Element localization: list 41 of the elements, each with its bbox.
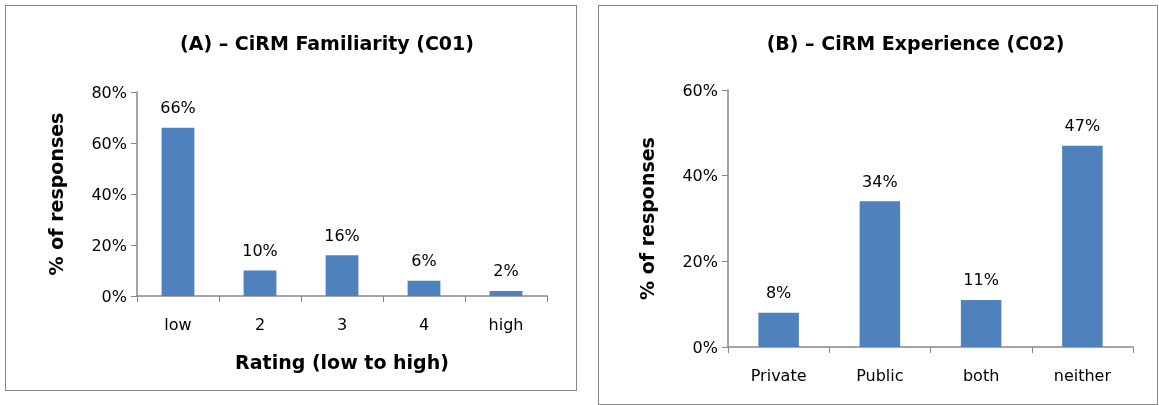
y-tick-label: 80% bbox=[91, 82, 127, 102]
bar bbox=[960, 299, 1002, 347]
data-label: 66% bbox=[160, 98, 196, 118]
data-label: 47% bbox=[1064, 116, 1101, 136]
y-tick-label: 20% bbox=[682, 251, 718, 271]
y-tick-label: 60% bbox=[91, 133, 127, 153]
data-label: 2% bbox=[493, 261, 519, 281]
chart-title: (B) – CiRM Experience (C02) bbox=[766, 31, 1065, 54]
bar bbox=[489, 290, 523, 296]
y-tick-label: 20% bbox=[91, 235, 127, 255]
x-axis-title: Rating (low to high) bbox=[235, 350, 449, 373]
bar bbox=[859, 201, 901, 347]
x-tick-label: both bbox=[962, 365, 1000, 385]
y-tick-label: 0% bbox=[101, 286, 127, 306]
x-tick-label: high bbox=[488, 314, 524, 334]
x-tick-label: 3 bbox=[336, 314, 348, 334]
bar bbox=[243, 270, 277, 296]
data-label: 10% bbox=[242, 241, 278, 260]
bar bbox=[407, 280, 441, 296]
y-tick-label: 60% bbox=[682, 80, 718, 100]
x-tick-label: neither bbox=[1053, 365, 1112, 385]
chart-title: (A) – CiRM Familiarity (C01) bbox=[180, 31, 474, 54]
data-label: 11% bbox=[963, 270, 999, 290]
y-axis-title: % of responses bbox=[44, 112, 67, 276]
x-tick-label: Private bbox=[750, 365, 807, 385]
data-label: 6% bbox=[411, 251, 437, 271]
x-tick-label: low bbox=[164, 314, 192, 334]
bar bbox=[1062, 145, 1103, 347]
x-tick-label: Public bbox=[856, 365, 904, 385]
x-tick-label: 2 bbox=[254, 314, 266, 334]
data-label: 8% bbox=[765, 283, 792, 303]
bar bbox=[758, 312, 799, 347]
y-tick-label: 40% bbox=[91, 184, 127, 204]
x-tick-label: 4 bbox=[418, 314, 430, 334]
y-axis-title: % of responses bbox=[635, 137, 658, 300]
data-label: 34% bbox=[862, 171, 898, 191]
bar bbox=[161, 127, 195, 296]
data-label: 16% bbox=[324, 225, 360, 245]
y-tick-label: 0% bbox=[692, 337, 718, 357]
y-tick-label: 40% bbox=[682, 166, 718, 186]
bar bbox=[325, 255, 359, 296]
